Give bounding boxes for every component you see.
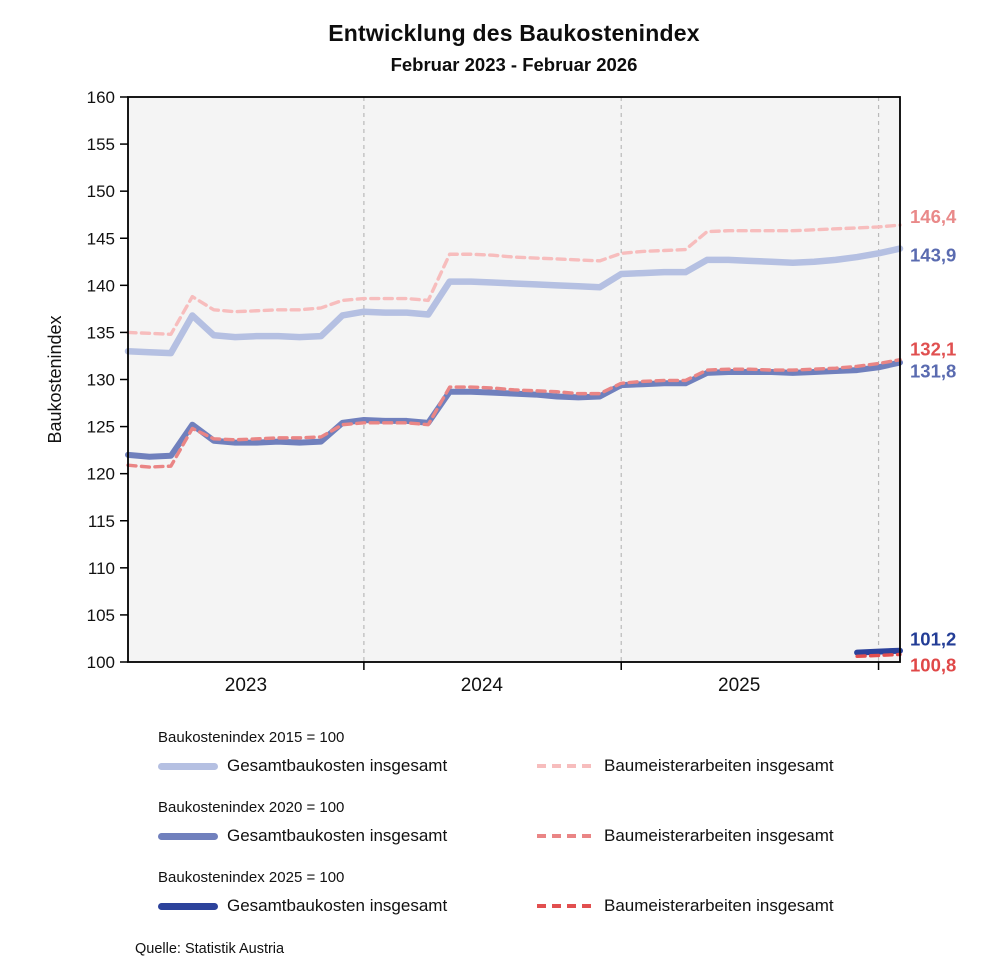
legend-group-2025: Baukostenindex 2025 = 100 Gesamtbaukoste… [158,869,958,918]
series-line-bki2025-baumeisterarbeiten [855,652,902,659]
y-tick-label: 100 [87,653,115,672]
legend-label-baumeisterarbeiten-2025: Baumeisterarbeiten insgesamt [604,896,834,915]
y-tick-label: 115 [88,512,115,531]
y-tick-label: 145 [87,229,115,248]
y-tick-label: 105 [87,606,115,625]
legend-row-2020: Gesamtbaukosten insgesamt Baumeisterarbe… [158,824,958,848]
x-axis-label-2023: 2023 [225,675,267,696]
chart-subtitle: Februar 2023 - Februar 2026 [390,54,638,75]
plot-area [128,97,900,662]
end-value-label-bki2025-baumeisterarbeiten: 100,8 [910,654,956,675]
end-value-label-bki2020-baumeisterarbeiten: 132,1 [910,339,956,360]
chart-title: Entwicklung des Baukostenindex [328,20,700,46]
legend-label-gesamtbaukosten-2025: Gesamtbaukosten insgesamt [227,896,448,915]
legend-row-2015: Gesamtbaukosten insgesamt Baumeisterarbe… [158,754,958,778]
legend-swatch-dashed-2025 [537,904,595,908]
y-tick-label: 160 [87,88,115,107]
y-tick-label: 140 [87,276,115,295]
end-value-label-bki2025-gesamtbaukosten: 101,2 [910,629,956,650]
series-line-bki2025-gesamtbaukosten [854,647,903,656]
x-axis-label-2024: 2024 [461,675,504,696]
legend-swatch-dashed-2015 [537,764,595,768]
legend-row-2025: Gesamtbaukosten insgesamt Baumeisterarbe… [158,894,958,918]
source-note: Quelle: Statistik Austria [135,941,285,957]
series-line-bki2020-gesamtbaukosten [125,359,903,460]
y-tick-label: 120 [87,465,115,484]
legend-label-gesamtbaukosten-2015: Gesamtbaukosten insgesamt [227,756,448,775]
end-value-label-bki2020-gesamtbaukosten: 131,8 [910,361,956,382]
chart-legend: Baukostenindex 2015 = 100 Gesamtbaukoste… [158,729,958,939]
legend-label-baumeisterarbeiten-2020: Baumeisterarbeiten insgesamt [604,826,834,845]
legend-heading-2025: Baukostenindex 2025 = 100 [158,869,345,886]
x-axis-label-2025: 2025 [718,675,760,696]
y-tick-label: 150 [87,182,115,201]
legend-group-2015: Baukostenindex 2015 = 100 Gesamtbaukoste… [158,729,958,778]
legend-group-2020: Baukostenindex 2020 = 100 Gesamtbaukoste… [158,799,958,848]
y-tick-label: 125 [87,418,115,437]
y-tick-label: 135 [87,323,115,342]
legend-label-baumeisterarbeiten-2015: Baumeisterarbeiten insgesamt [604,756,834,775]
legend-swatch-solid-2015 [158,762,218,770]
series-line-bki2015-baumeisterarbeiten [126,223,902,336]
end-value-label-bki2015-gesamtbaukosten: 143,9 [910,245,956,266]
y-tick-label: 155 [87,135,115,154]
legend-swatch-solid-2025 [158,902,218,910]
y-axis-label: Baukostenindex [45,315,65,443]
end-value-label-bki2015-baumeisterarbeiten: 146,4 [910,206,957,227]
legend-label-gesamtbaukosten-2020: Gesamtbaukosten insgesamt [227,826,448,845]
legend-swatch-dashed-2020 [537,834,595,838]
y-tick-label: 110 [88,559,115,578]
legend-heading-2015: Baukostenindex 2015 = 100 [158,729,345,746]
series-line-bki2015-gesamtbaukosten [124,245,904,357]
line-chart: 100 105 110 115 120 125 130 135 140 145 150 155 160 2… [45,88,957,696]
series-line-bki2020-baumeisterarbeiten [126,358,902,469]
y-tick-label: 130 [87,371,115,390]
legend-swatch-solid-2020 [158,832,218,840]
legend-heading-2020: Baukostenindex 2020 = 100 [158,799,345,816]
